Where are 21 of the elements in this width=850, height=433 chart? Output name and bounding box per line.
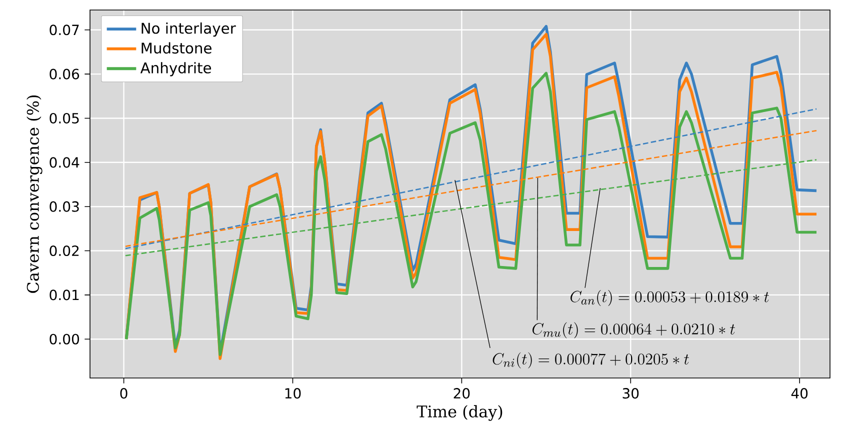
x-axis-title: Time (day)	[416, 405, 502, 421]
y-tick-label: 0.00	[50, 334, 80, 344]
y-tick-label: 0.05	[50, 112, 79, 124]
x-tick-label: 40	[791, 388, 808, 399]
legend-label: Anhydrite	[140, 62, 212, 76]
x-tick-label: 20	[454, 388, 470, 399]
annotation: $C_{an}(t) = 0.00053+0.0189*t$	[570, 290, 769, 306]
y-tick-label: 0.07	[50, 24, 79, 36]
legend-label: No interlayer	[142, 22, 236, 37]
y-tick-label: 0.01	[50, 290, 79, 300]
legend-label: Mudstone	[142, 42, 212, 54]
x-tick-label: 30	[622, 388, 639, 399]
y-tick-label: 0.03	[50, 201, 79, 212]
y-tick-label: 0.02	[50, 245, 79, 256]
x-tick-label: 0	[120, 388, 128, 399]
y-tick-label: 0.06	[50, 68, 80, 80]
y-axis-title: Cavern convergence (%)	[26, 95, 42, 293]
annotation: $C_{mu}(t) = 0.00064+0.0210*t$	[532, 322, 735, 338]
x-tick-label: 10	[285, 388, 301, 399]
annotation: $C_{ni}(t) = 0.00077+0.0205*t$	[492, 352, 689, 368]
y-tick-label: 0.04	[50, 157, 80, 168]
